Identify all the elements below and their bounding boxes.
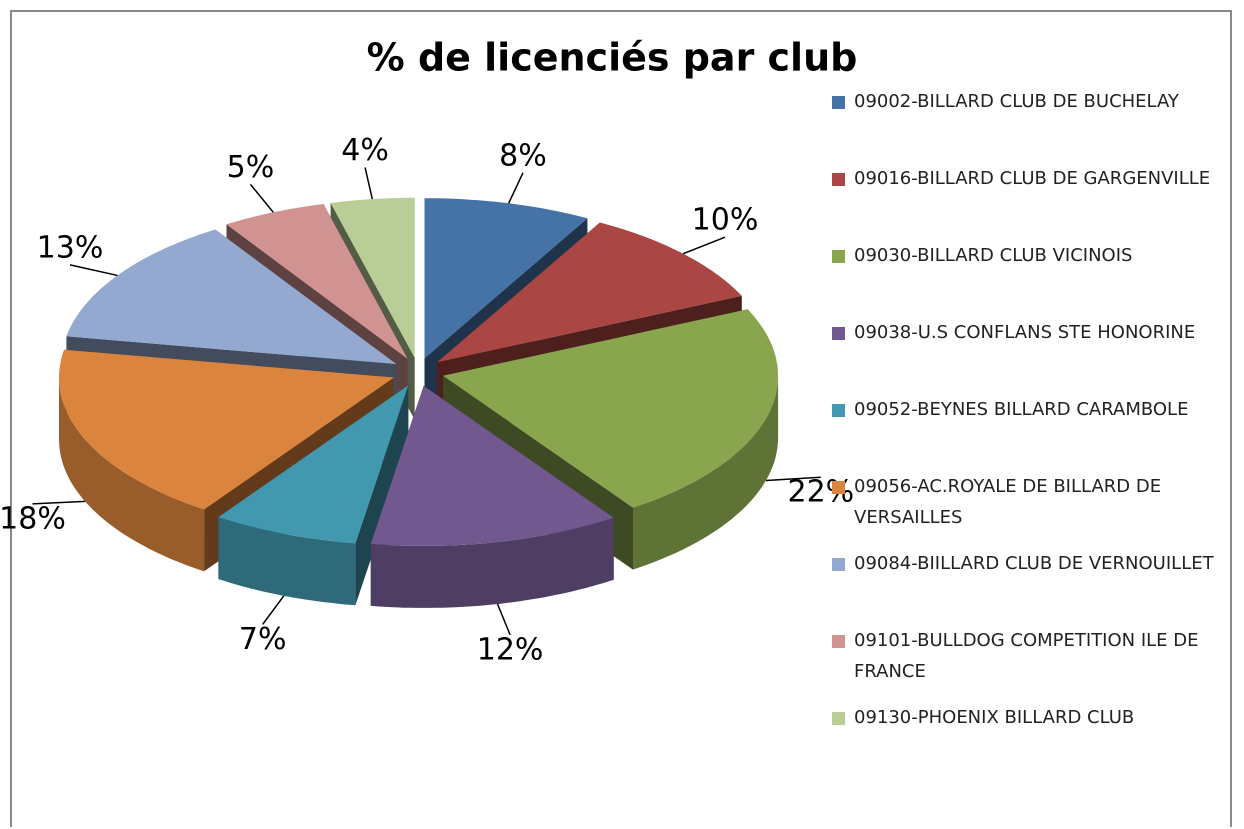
legend-label: 09002-BILLARD CLUB DE BUCHELAY — [854, 91, 1179, 112]
legend-swatch — [832, 481, 845, 494]
slice — [226, 204, 408, 359]
legend-item: 09056-AC.ROYALE DE BILLARD DE VERSAILLES — [832, 471, 1222, 548]
legend-label: 09030-BILLARD CLUB VICINOIS — [854, 245, 1133, 266]
legend-swatch — [832, 404, 845, 417]
legend: 09002-BILLARD CLUB DE BUCHELAY 09016-BILL… — [832, 86, 1222, 779]
data-label: 18% — [0, 501, 66, 536]
slice — [330, 197, 415, 358]
legend-label: 09101-BULLDOG COMPETITION ILE DE FRANCE — [854, 630, 1199, 682]
legend-item: 09002-BILLARD CLUB DE BUCHELAY — [832, 86, 1222, 163]
legend-swatch — [832, 558, 845, 571]
slice-wall — [218, 517, 356, 606]
chart-frame — [10, 10, 1232, 827]
slice — [437, 222, 742, 363]
legend-item: 09130-PHOENIX BILLARD CLUB — [832, 702, 1222, 779]
slice — [66, 229, 397, 365]
legend-label: 09038-U.S CONFLANS STE HONORINE — [854, 322, 1196, 343]
slice — [370, 385, 614, 546]
leader-line — [682, 236, 726, 255]
slice — [59, 349, 394, 510]
legend-item: 09016-BILLARD CLUB DE GARGENVILLE — [832, 163, 1222, 240]
leader-line — [249, 183, 274, 213]
leader-line — [364, 167, 374, 200]
legend-swatch — [832, 712, 845, 725]
slice-wall — [633, 375, 779, 570]
legend-item: 09101-BULLDOG COMPETITION ILE DE FRANCE — [832, 625, 1222, 702]
slice — [370, 385, 614, 608]
slice — [218, 385, 409, 606]
data-label: 7% — [239, 622, 287, 657]
leader-line — [496, 603, 511, 636]
leader-line — [262, 595, 285, 625]
legend-label: 09084-BIILLARD CLUB DE VERNOUILLET — [854, 553, 1214, 574]
legend-swatch — [832, 96, 845, 109]
leader-line — [507, 172, 524, 204]
legend-swatch — [832, 173, 845, 186]
legend-label: 09016-BILLARD CLUB DE GARGENVILLE — [854, 168, 1211, 189]
slice — [424, 198, 588, 359]
legend-swatch — [832, 635, 845, 648]
slice — [218, 385, 409, 544]
legend-label: 09052-BEYNES BILLARD CARAMBOLE — [854, 399, 1189, 420]
legend-item: 09030-BILLARD CLUB VICINOIS — [832, 240, 1222, 317]
leader-line — [765, 476, 821, 482]
legend-label: 09056-AC.ROYALE DE BILLARD DE VERSAILLES — [854, 476, 1162, 528]
leader-line — [69, 264, 118, 277]
data-label: 13% — [37, 230, 104, 265]
leader-line — [32, 500, 86, 505]
legend-swatch — [832, 327, 845, 340]
data-label: 12% — [477, 632, 544, 667]
legend-item: 09038-U.S CONFLANS STE HONORINE — [832, 317, 1222, 394]
data-label: 10% — [692, 203, 759, 238]
data-label: 4% — [341, 133, 389, 168]
slice — [443, 309, 778, 508]
slice-wall — [370, 517, 614, 608]
legend-label: 09130-PHOENIX BILLARD CLUB — [854, 707, 1135, 728]
legend-item: 09052-BEYNES BILLARD CARAMBOLE — [832, 394, 1222, 471]
legend-swatch — [832, 250, 845, 263]
slice-wall — [59, 377, 205, 572]
data-label: 5% — [227, 150, 275, 185]
legend-item: 09084-BIILLARD CLUB DE VERNOUILLET — [832, 548, 1222, 625]
data-label: 8% — [499, 138, 547, 173]
chart-title: % de licenciés par club — [367, 36, 858, 80]
